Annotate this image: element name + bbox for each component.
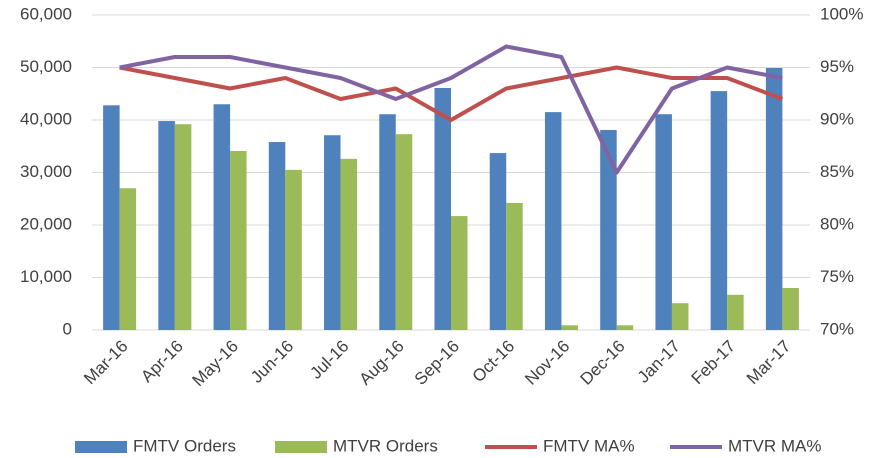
x-tick-label: Jul-16 xyxy=(306,337,352,383)
bar xyxy=(782,288,799,330)
bar xyxy=(544,112,562,330)
x-tick-label: Jan-17 xyxy=(634,337,684,387)
bar xyxy=(324,135,341,330)
y-tick-label: 50,000 xyxy=(20,57,72,76)
bar xyxy=(268,142,286,330)
y-tick-label: 40,000 xyxy=(20,109,72,128)
y-tick-label: 10,000 xyxy=(20,267,72,286)
bar xyxy=(671,303,689,330)
x-tick-label: May-16 xyxy=(189,337,243,391)
x-tick-label: Mar-17 xyxy=(743,337,795,389)
bar xyxy=(285,169,302,330)
bar xyxy=(230,150,247,330)
bar xyxy=(395,134,413,330)
bar xyxy=(600,129,617,330)
line xyxy=(119,44,783,175)
bar xyxy=(103,105,120,330)
bar xyxy=(158,121,175,330)
bar xyxy=(213,104,231,330)
x-tick-label: Feb-17 xyxy=(688,337,740,389)
y2-tick-label: 90% xyxy=(820,109,854,128)
bar xyxy=(340,158,358,330)
y2-tick-label: 100% xyxy=(820,4,863,23)
legend-label: MTVR Orders xyxy=(333,436,438,455)
bar xyxy=(765,68,783,331)
legend-label: MTVR MA% xyxy=(728,436,822,455)
x-tick-label: Apr-16 xyxy=(137,337,187,387)
bar xyxy=(655,114,672,330)
y-tick-label: 30,000 xyxy=(20,162,72,181)
bar xyxy=(434,87,451,330)
bar xyxy=(489,153,507,330)
x-tick-label: Dec-16 xyxy=(576,337,628,389)
y2-tick-label: 75% xyxy=(820,267,854,286)
y2-tick-label: 85% xyxy=(820,162,854,181)
y-tick-label: 0 xyxy=(63,319,72,338)
y2-tick-label: 95% xyxy=(820,57,854,76)
y-tick-label: 20,000 xyxy=(20,214,72,233)
bar xyxy=(561,325,578,330)
legend-swatch xyxy=(275,441,327,453)
bar xyxy=(451,216,468,330)
y2-tick-label: 80% xyxy=(820,214,854,233)
bar xyxy=(616,325,634,330)
legend-label: FMTV MA% xyxy=(543,436,635,455)
y2-tick-label: 70% xyxy=(820,319,854,338)
bar xyxy=(727,294,744,330)
line xyxy=(119,65,784,122)
x-tick-label: Mar-16 xyxy=(80,337,132,389)
legend-swatch xyxy=(75,441,127,453)
x-tick-label: Aug-16 xyxy=(356,337,408,389)
bar xyxy=(710,91,728,330)
x-tick-label: Nov-16 xyxy=(521,337,573,389)
bar xyxy=(379,114,396,330)
y-tick-label: 60,000 xyxy=(20,4,72,23)
bar xyxy=(174,124,192,330)
x-tick-label: Oct-16 xyxy=(469,337,519,387)
x-tick-label: Sep-16 xyxy=(411,337,463,389)
bar xyxy=(119,188,137,330)
bar xyxy=(506,202,523,330)
x-tick-label: Jun-16 xyxy=(247,337,297,387)
legend-label: FMTV Orders xyxy=(133,436,236,455)
